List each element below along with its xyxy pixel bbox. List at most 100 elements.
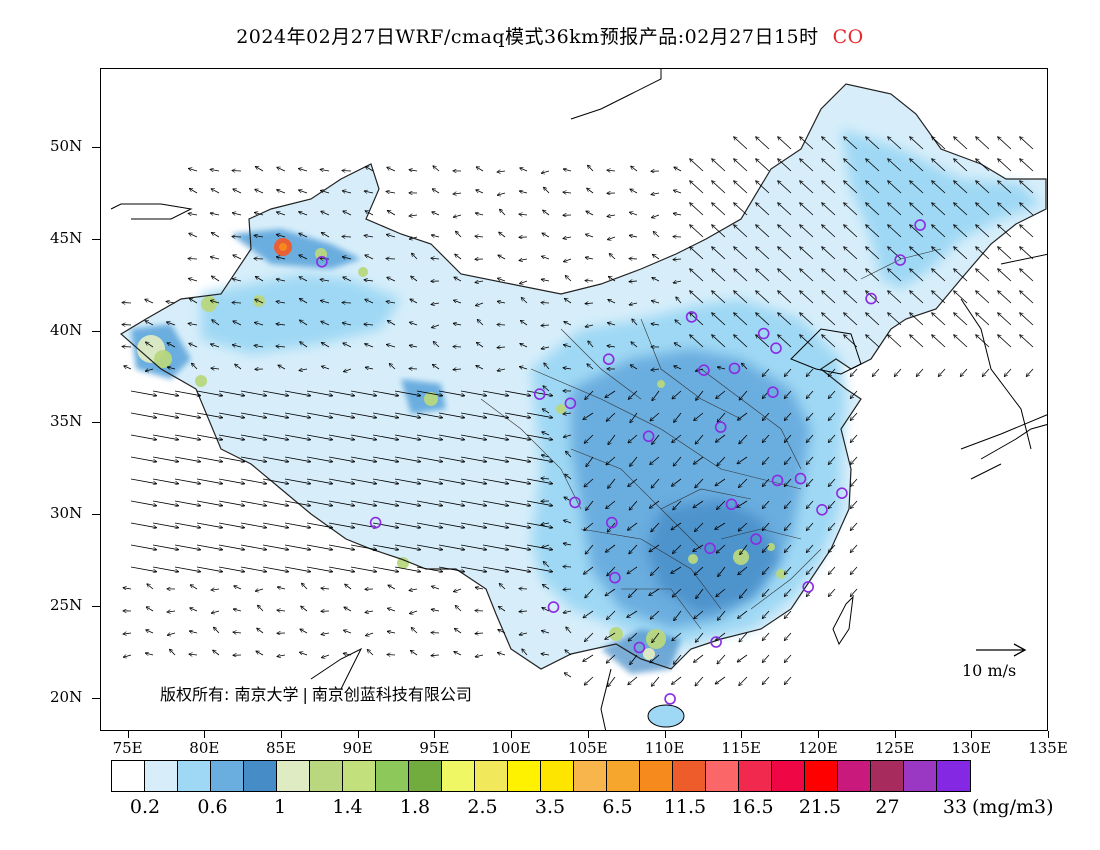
wind-arrow — [1020, 291, 1034, 304]
wind-arrow — [258, 605, 264, 612]
wind-arrow — [342, 191, 352, 193]
wind-arrow — [631, 166, 638, 172]
wind-arrow — [998, 225, 1012, 238]
wind-arrow — [866, 247, 880, 260]
wind-arrow — [174, 434, 201, 440]
wind-arrow — [386, 191, 396, 193]
wind-arrow — [1020, 335, 1034, 348]
wind-arrow — [976, 269, 990, 282]
wind-arrow — [498, 255, 506, 260]
longitude-tick — [511, 731, 513, 738]
wind-arrow — [322, 655, 330, 658]
wind-arrow — [734, 291, 748, 304]
wind-arrow — [299, 212, 308, 216]
wind-arrow — [564, 673, 572, 678]
wind-arrow — [583, 654, 594, 661]
wind-arrow — [976, 137, 990, 150]
legend-swatch — [838, 761, 871, 791]
legend-swatch — [145, 761, 178, 791]
longitude-tick — [204, 731, 206, 738]
wind-arrow — [453, 347, 462, 348]
wind-arrow — [652, 278, 660, 282]
legend-swatch — [211, 761, 244, 791]
wind-arrow — [411, 628, 418, 634]
wind-arrow — [954, 137, 968, 150]
wind-arrow — [690, 247, 704, 260]
wind-arrow — [350, 412, 377, 418]
wind-arrow — [756, 313, 770, 326]
legend-swatch — [244, 761, 277, 791]
wind-arrow — [262, 544, 289, 550]
legend-label: 1.4 — [332, 796, 363, 818]
wind-arrow — [932, 225, 946, 238]
wind-arrow — [762, 522, 770, 531]
wind-arrow — [519, 611, 528, 612]
wind-arrow — [607, 566, 616, 576]
wind-arrow — [350, 456, 377, 462]
wind-arrow — [321, 342, 330, 348]
wind-arrow — [910, 291, 924, 304]
wind-arrow — [888, 137, 902, 150]
wind-arrow — [960, 368, 968, 377]
wind-arrow — [188, 259, 198, 260]
wind-arrow — [526, 456, 553, 462]
wind-arrow — [778, 181, 792, 194]
wind-arrow — [650, 456, 660, 465]
wind-arrow — [850, 390, 858, 399]
wind-arrow — [240, 412, 267, 418]
wind-arrow — [910, 159, 924, 172]
wind-arrow — [320, 169, 330, 171]
hotspot — [279, 243, 287, 251]
wind-arrow — [394, 412, 421, 418]
wind-arrow — [584, 522, 594, 531]
wind-arrow — [475, 655, 484, 657]
legend-swatch — [541, 761, 574, 791]
wind-arrow — [976, 181, 990, 194]
wind-arrow — [189, 233, 198, 238]
wind-arrow — [300, 652, 308, 656]
wind-arrow — [372, 566, 399, 572]
hotspot — [195, 375, 207, 387]
wind-arrow — [240, 566, 267, 572]
wind-arrow — [542, 409, 550, 414]
wind-arrow — [844, 313, 858, 326]
wind-arrow — [254, 259, 264, 260]
wind-arrow — [130, 478, 157, 484]
wind-arrow — [630, 365, 638, 370]
wind-arrow — [607, 323, 616, 325]
wind-arrow — [350, 500, 377, 506]
wind-arrow — [211, 589, 220, 590]
wind-arrow — [716, 544, 726, 553]
station-marker — [714, 421, 727, 433]
wind-arrow — [306, 544, 333, 550]
wind-arrow — [822, 181, 836, 194]
wind-arrow — [866, 181, 880, 194]
wind-arrow — [152, 522, 179, 528]
wind-arrow — [888, 181, 902, 194]
wind-arrow — [976, 313, 990, 326]
wind-arrow — [342, 323, 352, 325]
wind-arrow — [693, 500, 704, 508]
wind-arrow — [932, 291, 946, 304]
wind-arrow — [584, 676, 594, 685]
wind-arrow — [299, 277, 308, 282]
station-marker — [750, 533, 762, 546]
wind-arrow — [850, 434, 858, 443]
wind-arrow — [693, 544, 704, 551]
wind-arrow — [828, 456, 836, 465]
wind-arrow — [218, 522, 245, 528]
wind-arrow — [299, 255, 308, 260]
wind-arrow — [998, 269, 1012, 282]
wind-arrow — [932, 269, 946, 282]
wind-arrow — [475, 587, 484, 589]
province-border — [640, 318, 742, 420]
wind-arrow — [454, 628, 462, 634]
wind-arrow — [998, 313, 1012, 326]
wind-arrow — [715, 434, 726, 442]
indochina-coast — [600, 668, 612, 730]
wind-arrow — [828, 566, 836, 575]
wind-arrow — [276, 301, 286, 303]
wind-arrow — [542, 608, 550, 612]
wind-arrow — [232, 279, 242, 281]
wind-arrow — [866, 335, 880, 348]
